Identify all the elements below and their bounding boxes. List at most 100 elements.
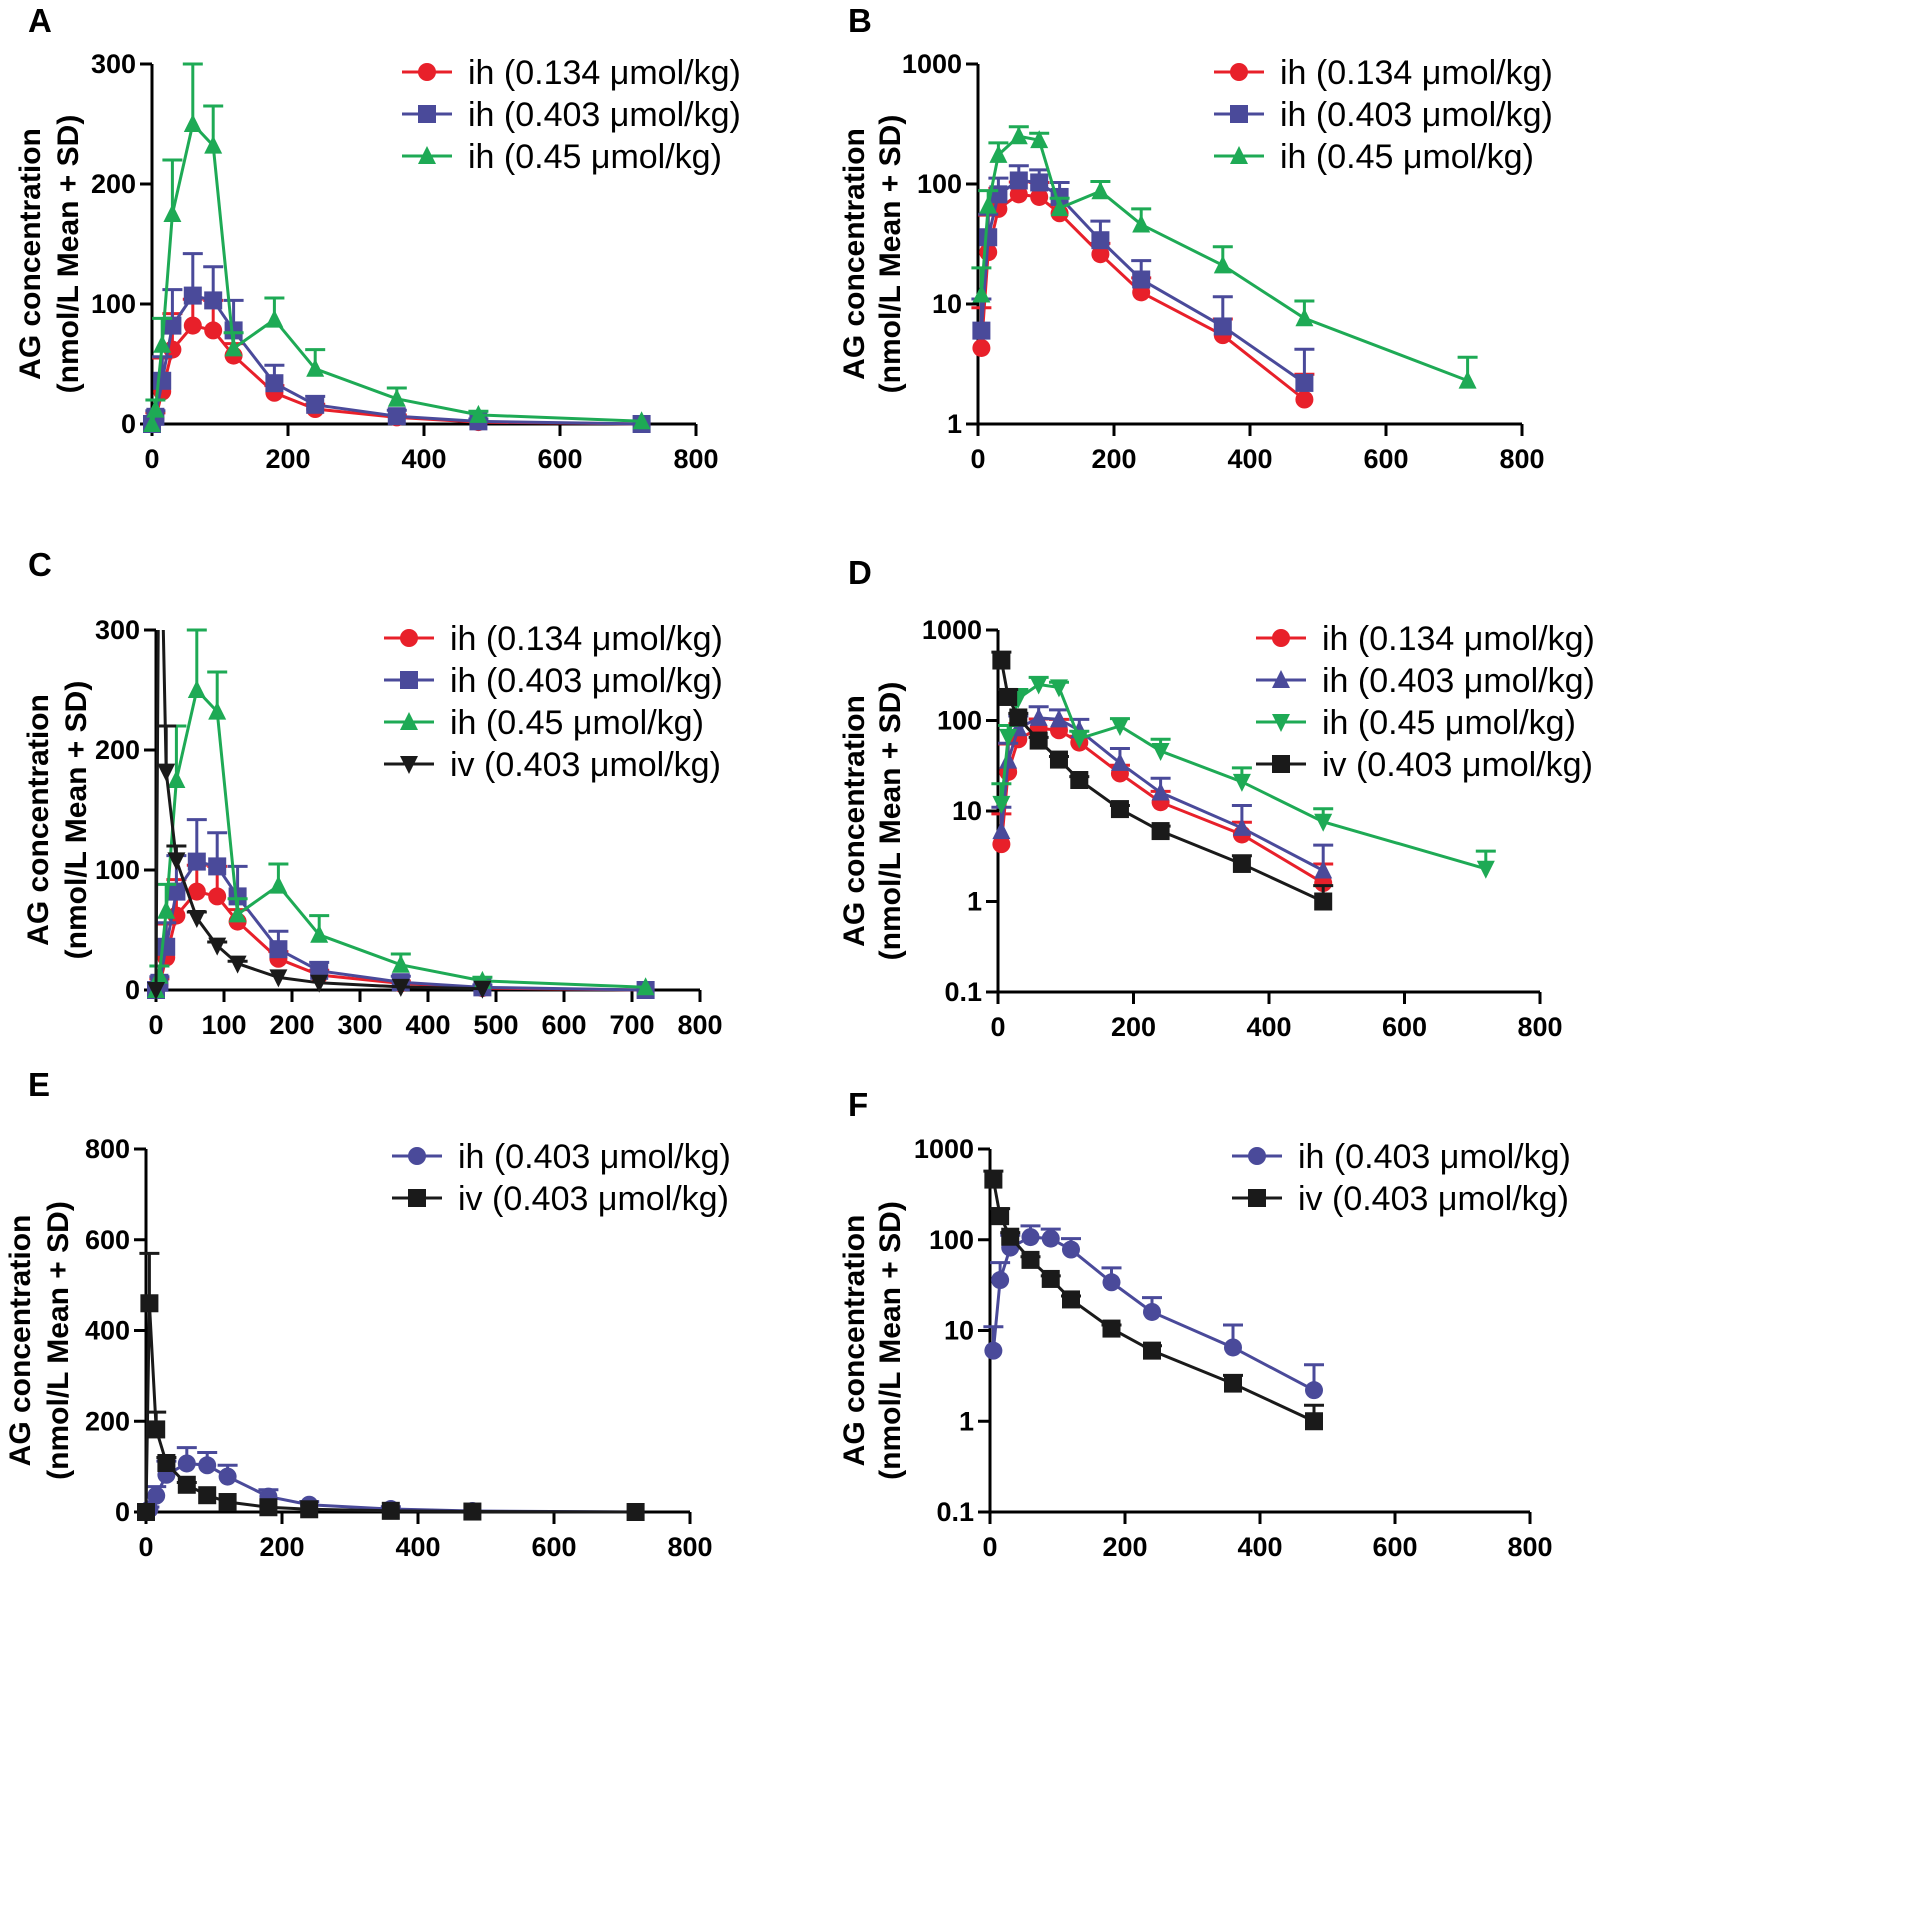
data-point (183, 286, 202, 305)
legend-label: iv (0.403 μmol/kg) (450, 746, 721, 784)
data-point (1213, 255, 1232, 274)
panel-label: B (848, 2, 872, 39)
x-tick-label: 0 (138, 1532, 153, 1562)
panel-label: C (28, 546, 52, 583)
y-tick-label: 200 (91, 169, 136, 199)
legend-label: ih (0.403 μmol/kg) (458, 1138, 731, 1176)
panel-label: A (28, 2, 52, 39)
data-point (306, 358, 325, 377)
y-axis-label-line2: (nmol/L Mean + SD) (874, 682, 907, 961)
x-tick-label: 800 (677, 1010, 722, 1040)
legend-marker (400, 671, 418, 689)
data-point (140, 1294, 159, 1313)
data-point (473, 980, 492, 999)
y-tick-label: 10 (932, 289, 962, 319)
data-point (1102, 1319, 1121, 1338)
data-point (989, 144, 1008, 163)
x-tick-label: 800 (1517, 1012, 1562, 1042)
data-point (204, 291, 223, 310)
data-point (1021, 1250, 1040, 1269)
x-tick-label: 400 (401, 444, 446, 474)
x-tick-label: 100 (201, 1010, 246, 1040)
y-axis-label-line1: AG concentration (14, 128, 47, 380)
y-tick-label: 100 (929, 1225, 974, 1255)
data-point (1030, 173, 1049, 192)
series-line (979, 178, 1306, 385)
data-point (1070, 730, 1089, 749)
legend-entry: ih (0.403 μmol/kg) (384, 662, 723, 700)
y-tick-label: 800 (85, 1134, 130, 1164)
y-tick-label: 1000 (914, 1134, 974, 1164)
data-point (1110, 800, 1129, 819)
y-tick-label: 0.1 (944, 977, 982, 1007)
data-point (1132, 214, 1151, 233)
data-point (265, 374, 284, 393)
data-point (157, 900, 176, 919)
y-axis-label-line1: AG concentration (838, 695, 871, 947)
data-point (1091, 245, 1110, 264)
x-tick-label: 200 (1111, 1012, 1156, 1042)
y-axis-label: AG concentration (nmol/L Mean + SD) (838, 682, 907, 961)
data-point (1151, 743, 1170, 762)
panel-label: F (848, 1086, 868, 1123)
series-ih_045_up (971, 125, 1478, 389)
data-point (972, 284, 991, 303)
legend-marker (1248, 1147, 1266, 1165)
data-point (204, 321, 223, 340)
legend-entry: iv (0.403 μmol/kg) (1232, 1180, 1569, 1218)
data-point (1070, 771, 1089, 790)
data-point (1049, 709, 1068, 728)
panel-E: E 0 200 400 600 800 0 200 400 600 800 AG concentrat… (4, 1066, 731, 1562)
legend-label: iv (0.403 μmol/kg) (1298, 1180, 1569, 1218)
y-axis-label: AG concentration (nmol/L Mean + SD) (4, 1201, 75, 1480)
data-point (198, 1456, 217, 1475)
data-point (1143, 1341, 1161, 1360)
y-tick-label: 1 (959, 1406, 974, 1436)
x-tick-label: 600 (537, 444, 582, 474)
legend-entry: iv (0.403 μmol/kg) (1256, 746, 1593, 784)
x-tick-label: 200 (1102, 1532, 1147, 1562)
legend-entry: ih (0.134 μmol/kg) (384, 620, 723, 658)
legend-label: ih (0.134 μmol/kg) (450, 620, 723, 658)
data-point (463, 1502, 482, 1521)
x-tick-label: 800 (673, 444, 718, 474)
legend-marker (1272, 629, 1290, 647)
data-point (972, 321, 991, 340)
panel-label: E (28, 1066, 50, 1103)
data-point (991, 1207, 1010, 1226)
legend-entry: ih (0.403 μmol/kg) (392, 1138, 731, 1176)
y-tick-label: 100 (91, 289, 136, 319)
legend-marker (1230, 146, 1248, 164)
data-point (265, 309, 284, 328)
data-point (1062, 1290, 1080, 1309)
data-point (224, 321, 243, 340)
data-point (163, 316, 182, 335)
legend-label: ih (0.134 μmol/kg) (1322, 620, 1595, 658)
data-point (157, 1453, 176, 1472)
data-point (1041, 1229, 1060, 1248)
y-axis-label-line2: (nmol/L Mean + SD) (60, 681, 93, 960)
data-point (147, 982, 165, 1000)
legend-entry: ih (0.45 μmol/kg) (1214, 138, 1534, 176)
legend-entry: ih (0.403 μmol/kg) (1256, 662, 1595, 700)
series-line (150, 120, 642, 425)
x-tick-label: 0 (982, 1532, 997, 1562)
data-point (1151, 822, 1170, 841)
y-axis-label-line2: (nmol/L Mean + SD) (874, 1201, 907, 1480)
data-point (1314, 874, 1333, 893)
y-tick-label: 0 (125, 975, 140, 1005)
data-point (187, 852, 206, 871)
data-point (269, 969, 288, 988)
y-axis-label: AG concentration (nmol/L Mean + SD) (838, 115, 907, 394)
data-point (999, 687, 1018, 706)
series-ih_045_up (143, 62, 651, 432)
y-tick-label: 1 (947, 409, 962, 439)
data-point (391, 978, 410, 997)
data-point (208, 857, 227, 876)
x-tick-label: 0 (144, 444, 159, 474)
data-point (1021, 1228, 1040, 1247)
x-tick-label: 400 (1227, 444, 1272, 474)
data-point (1062, 1240, 1080, 1259)
data-point (163, 204, 182, 222)
data-point (143, 414, 161, 432)
